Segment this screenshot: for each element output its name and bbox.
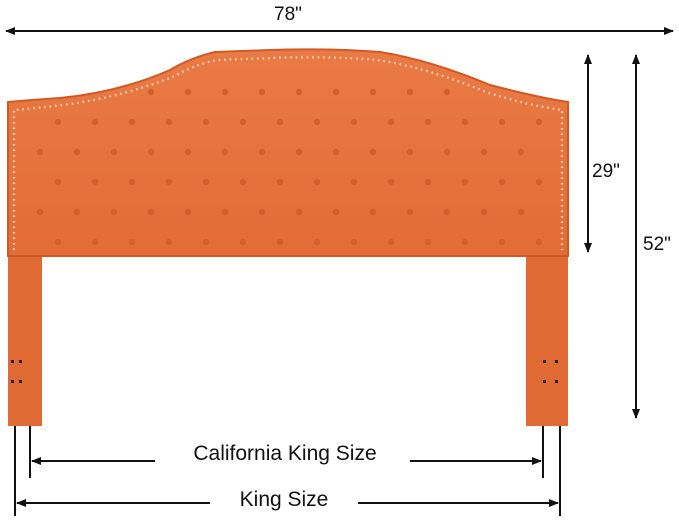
tuft-button — [258, 148, 266, 156]
tuft-button — [221, 148, 229, 156]
tuft-button — [387, 118, 395, 126]
tuft-button — [184, 208, 192, 216]
tuft-button — [387, 238, 395, 246]
tuft-button — [443, 88, 451, 96]
tuft-button — [443, 208, 451, 216]
tuft-button — [128, 238, 136, 246]
tuft-button — [295, 88, 303, 96]
tuft-button — [239, 118, 247, 126]
tuft-button — [239, 178, 247, 186]
tuft-button — [498, 238, 506, 246]
tuft-button — [184, 88, 192, 96]
tuft-button — [424, 238, 432, 246]
tuft-button — [332, 208, 340, 216]
tuft-button — [202, 238, 210, 246]
tuft-button — [147, 208, 155, 216]
tuft-button — [276, 178, 284, 186]
width-label: 78" — [274, 4, 302, 25]
right-leg — [526, 250, 568, 426]
tuft-button — [498, 178, 506, 186]
tuft-button — [406, 88, 414, 96]
tuft-button — [258, 208, 266, 216]
headboard-panel — [7, 48, 569, 257]
cal-king-label: California King Size — [193, 442, 376, 465]
tuft-button — [258, 88, 266, 96]
tuft-button — [387, 178, 395, 186]
tuft-button — [91, 238, 99, 246]
tuft-button — [110, 148, 118, 156]
tuft-button — [221, 208, 229, 216]
tuft-button — [110, 208, 118, 216]
tuft-button — [406, 148, 414, 156]
tuft-button — [184, 148, 192, 156]
tuft-button — [165, 118, 173, 126]
tuft-button — [332, 148, 340, 156]
tuft-button — [424, 178, 432, 186]
king-label: King Size — [240, 488, 329, 511]
tuft-button — [91, 118, 99, 126]
tuft-button — [480, 208, 488, 216]
tuft-button — [202, 118, 210, 126]
tuft-button — [443, 148, 451, 156]
tuft-button — [369, 88, 377, 96]
tuft-button — [165, 178, 173, 186]
nailhead-trim — [12, 56, 564, 250]
tuft-button — [147, 88, 155, 96]
right-leg-holes — [543, 360, 558, 383]
tufting-buttons — [36, 88, 543, 246]
tuft-button — [350, 178, 358, 186]
tuft-button — [480, 148, 488, 156]
tuft-button — [91, 178, 99, 186]
tuft-button — [202, 178, 210, 186]
tuft-button — [54, 118, 62, 126]
tuft-button — [276, 238, 284, 246]
tuft-button — [73, 208, 81, 216]
tuft-button — [498, 118, 506, 126]
tuft-button — [350, 238, 358, 246]
tuft-button — [313, 238, 321, 246]
total-height-label: 52" — [643, 234, 671, 255]
left-leg — [8, 250, 42, 426]
tuft-button — [369, 208, 377, 216]
tuft-button — [313, 118, 321, 126]
tuft-button — [535, 118, 543, 126]
tuft-button — [54, 178, 62, 186]
tuft-button — [517, 208, 525, 216]
tuft-button — [461, 118, 469, 126]
tuft-button — [239, 238, 247, 246]
tuft-button — [424, 118, 432, 126]
tuft-button — [295, 148, 303, 156]
tuft-button — [276, 118, 284, 126]
tuft-button — [128, 178, 136, 186]
tuft-button — [461, 178, 469, 186]
tuft-button — [221, 88, 229, 96]
tuft-button — [73, 148, 81, 156]
tuft-button — [535, 238, 543, 246]
tuft-button — [295, 208, 303, 216]
tuft-button — [461, 238, 469, 246]
tuft-button — [350, 118, 358, 126]
tuft-button — [535, 178, 543, 186]
tuft-button — [147, 148, 155, 156]
tuft-button — [54, 238, 62, 246]
panel-height-label: 29" — [592, 161, 620, 182]
tuft-button — [517, 148, 525, 156]
tuft-button — [406, 208, 414, 216]
left-leg-holes — [11, 360, 22, 383]
tuft-button — [369, 148, 377, 156]
tuft-button — [36, 208, 44, 216]
tuft-button — [165, 238, 173, 246]
tuft-button — [313, 178, 321, 186]
tuft-button — [36, 148, 44, 156]
tuft-button — [128, 118, 136, 126]
tuft-button — [332, 88, 340, 96]
